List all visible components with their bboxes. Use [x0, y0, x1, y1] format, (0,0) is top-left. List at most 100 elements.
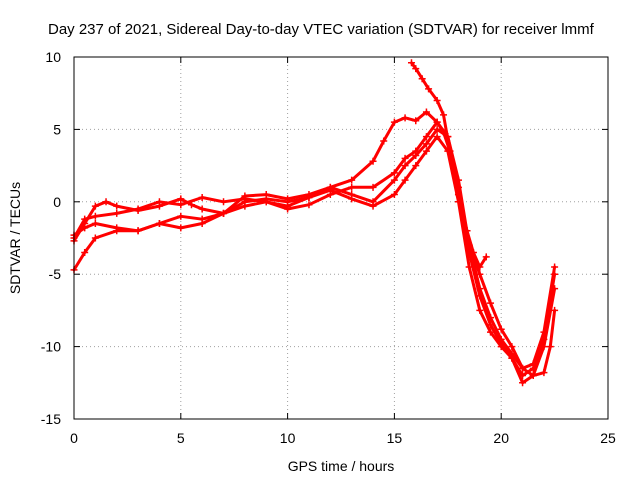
data-point — [198, 205, 206, 213]
data-point — [433, 96, 441, 104]
data-point — [134, 227, 142, 235]
data-point — [390, 191, 398, 199]
data-point — [454, 191, 462, 199]
data-point — [412, 65, 420, 73]
data-point — [91, 212, 99, 220]
data-point — [463, 227, 471, 235]
data-point — [348, 183, 356, 191]
data-point — [476, 263, 484, 271]
data-point — [81, 215, 89, 223]
data-point — [546, 343, 554, 351]
data-point — [401, 176, 409, 184]
data-point — [390, 118, 398, 126]
y-tick-label: 5 — [53, 121, 61, 137]
data-point — [91, 202, 99, 210]
y-tick-label: -15 — [41, 411, 61, 427]
series-line — [410, 61, 488, 269]
data-point — [113, 209, 121, 217]
data-point — [177, 224, 185, 232]
data-point — [440, 111, 448, 119]
data-point — [529, 372, 537, 380]
data-point — [177, 212, 185, 220]
series-group — [70, 59, 559, 387]
data-point — [220, 209, 228, 217]
series-line — [72, 110, 557, 378]
data-point — [469, 248, 477, 256]
data-point — [348, 191, 356, 199]
axis-ticks: 0 5 10 15 20 25 -15 -10 -5 0 5 10 — [41, 49, 616, 446]
data-point — [422, 140, 430, 148]
plot-frame — [73, 56, 609, 420]
data-point — [476, 292, 484, 300]
data-point — [348, 176, 356, 184]
data-point — [390, 176, 398, 184]
data-point — [91, 234, 99, 242]
data-point — [305, 201, 313, 209]
data-point — [284, 198, 292, 206]
data-point — [418, 75, 426, 83]
data-point — [540, 335, 548, 343]
data-point — [497, 340, 505, 348]
data-point — [177, 201, 185, 209]
series-5 — [407, 59, 490, 271]
x-tick-label: 25 — [600, 430, 616, 446]
chart-title: Day 237 of 2021, Sidereal Day-to-day VTE… — [48, 21, 595, 38]
data-point — [198, 193, 206, 201]
data-point — [81, 224, 89, 232]
y-tick-label: 10 — [45, 49, 61, 65]
data-point — [198, 220, 206, 228]
x-tick-label: 20 — [493, 430, 509, 446]
data-point — [433, 133, 441, 141]
data-point — [113, 202, 121, 210]
data-point — [220, 198, 228, 206]
data-point — [155, 198, 163, 206]
data-point — [401, 154, 409, 162]
y-tick-label: -10 — [41, 339, 61, 355]
x-tick-label: 15 — [387, 430, 403, 446]
data-point — [433, 125, 441, 133]
data-point — [422, 133, 430, 141]
data-point — [305, 193, 313, 201]
data-point — [508, 354, 516, 362]
data-point — [476, 306, 484, 314]
data-point — [102, 198, 110, 206]
data-point — [412, 151, 420, 159]
data-point — [81, 248, 89, 256]
data-point — [241, 198, 249, 206]
x-axis-label: GPS time / hours — [288, 458, 395, 474]
data-point — [529, 364, 537, 372]
data-point — [326, 183, 334, 191]
data-point — [551, 270, 559, 278]
y-tick-label: 0 — [53, 194, 61, 210]
data-point — [487, 328, 495, 336]
data-point — [369, 183, 377, 191]
series-line — [72, 120, 557, 370]
series-2 — [70, 118, 559, 372]
y-tick-label: -5 — [49, 266, 62, 282]
data-point — [497, 325, 505, 333]
series-line — [72, 127, 557, 378]
series-line — [72, 135, 557, 385]
data-point — [446, 147, 454, 155]
data-point — [369, 198, 377, 206]
data-point — [412, 162, 420, 170]
data-point — [519, 379, 527, 387]
data-point — [540, 369, 548, 377]
data-point — [390, 169, 398, 177]
data-point — [155, 220, 163, 228]
data-point — [422, 108, 430, 116]
data-point — [551, 263, 559, 271]
data-point — [508, 343, 516, 351]
data-point — [407, 59, 415, 67]
data-point — [433, 118, 441, 126]
series-1 — [70, 108, 559, 380]
x-tick-label: 10 — [280, 430, 296, 446]
data-point — [422, 147, 430, 155]
data-point — [401, 114, 409, 122]
data-point — [134, 205, 142, 213]
data-point — [113, 227, 121, 235]
data-point — [551, 306, 559, 314]
data-point — [91, 220, 99, 228]
data-point — [487, 321, 495, 329]
